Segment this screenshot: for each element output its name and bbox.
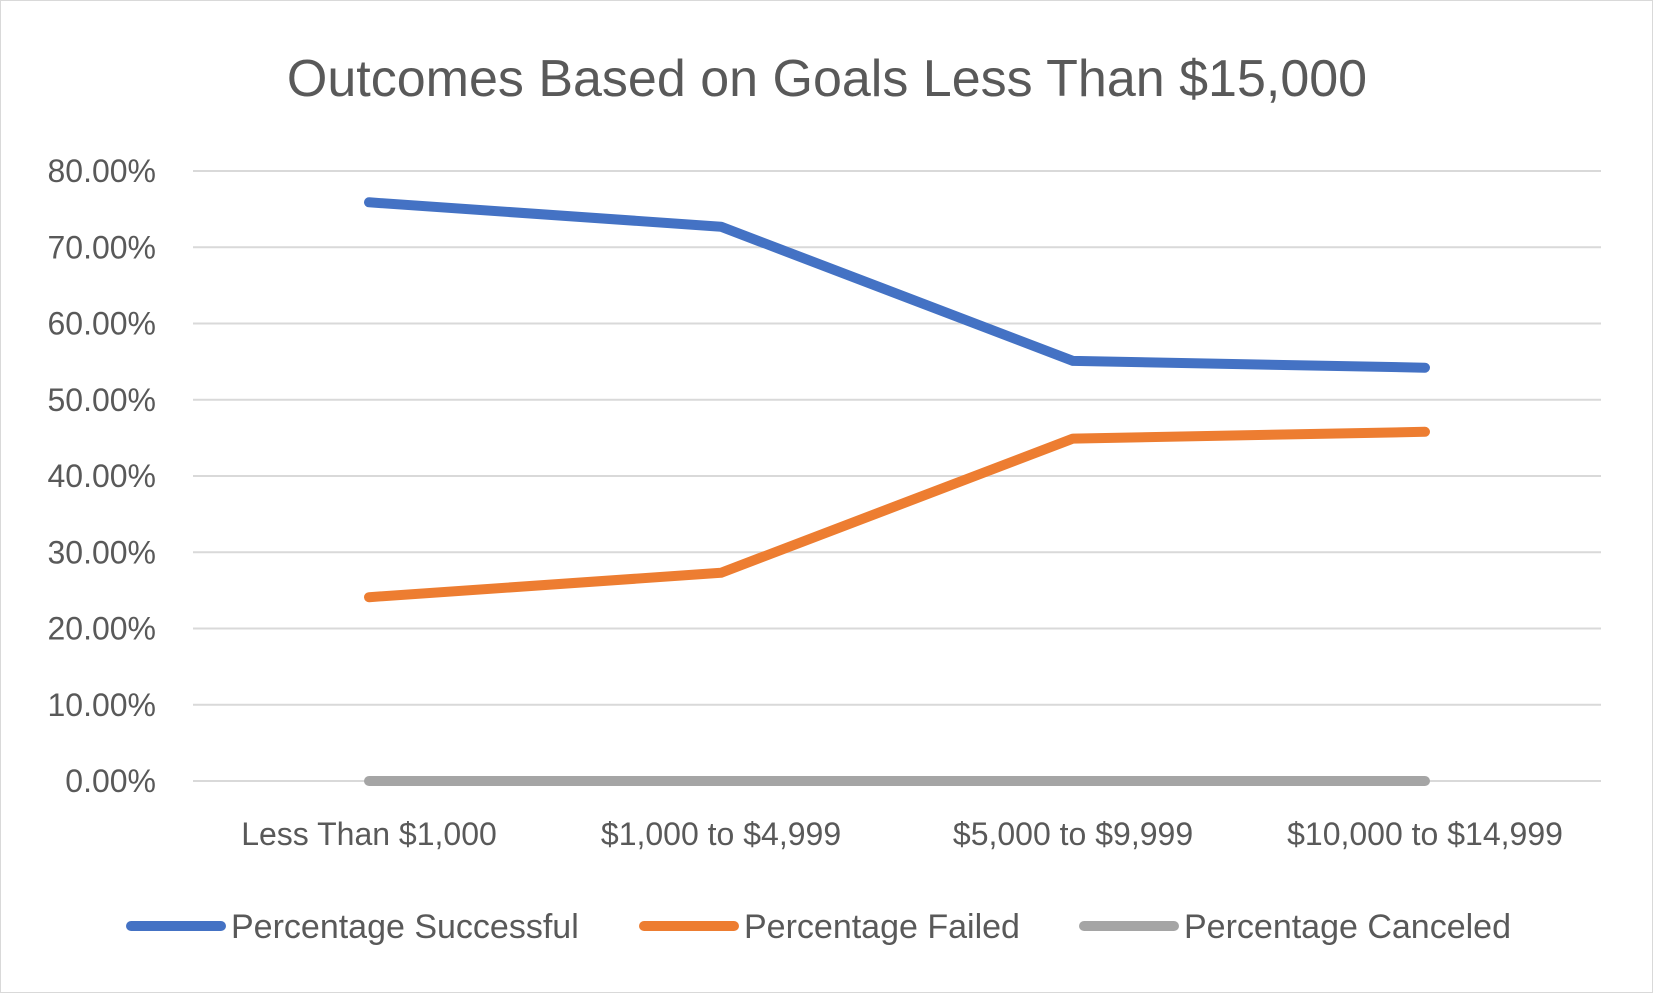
y-tick-label: 80.00%	[47, 153, 156, 189]
x-tick-label: $1,000 to $4,999	[601, 816, 841, 852]
series-lines	[364, 197, 1430, 786]
y-tick-label: 0.00%	[65, 763, 156, 799]
y-tick-label: 50.00%	[47, 382, 156, 418]
y-tick-label: 40.00%	[47, 458, 156, 494]
y-tick-label: 10.00%	[47, 687, 156, 723]
legend-label: Percentage Failed	[744, 908, 1020, 946]
series-line-1	[364, 197, 1430, 373]
y-tick-label: 70.00%	[47, 229, 156, 265]
legend-label: Percentage Canceled	[1184, 908, 1511, 946]
x-tick-label: $5,000 to $9,999	[953, 816, 1193, 852]
y-tick-label: 30.00%	[47, 534, 156, 570]
gridlines	[193, 170, 1601, 782]
y-tick-label: 20.00%	[47, 611, 156, 647]
legend-label: Percentage Successful	[231, 908, 579, 946]
x-axis-ticks: Less Than $1,000 $1,000 to $4,999 $5,000 t…	[241, 816, 1563, 852]
chart-title: Outcomes Based on Goals Less Than $15,00…	[287, 50, 1367, 108]
x-tick-label: Less Than $1,000	[241, 816, 497, 852]
x-tick-label: $10,000 to $14,999	[1287, 816, 1563, 852]
y-axis-ticks: 0.00% 10.00% 20.00% 30.00% 40.00% 50.00% 60.00…	[47, 153, 156, 799]
legend: Percentage Successful Percentage Failed Pe…	[126, 908, 1511, 946]
y-tick-label: 60.00%	[47, 306, 156, 342]
series-line-2	[364, 426, 1430, 603]
